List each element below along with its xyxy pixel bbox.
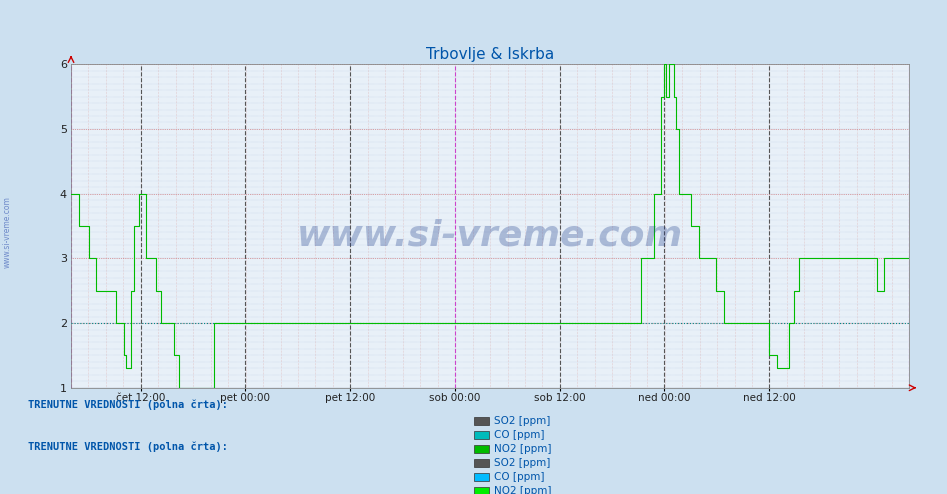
Text: TRENUTNE VREDNOSTI (polna črta):: TRENUTNE VREDNOSTI (polna črta): xyxy=(28,441,228,452)
Text: CO [ppm]: CO [ppm] xyxy=(494,430,545,440)
Text: www.si-vreme.com: www.si-vreme.com xyxy=(3,196,12,268)
Text: SO2 [ppm]: SO2 [ppm] xyxy=(494,458,551,468)
Text: CO [ppm]: CO [ppm] xyxy=(494,472,545,482)
Text: NO2 [ppm]: NO2 [ppm] xyxy=(494,486,552,494)
Text: SO2 [ppm]: SO2 [ppm] xyxy=(494,416,551,426)
Title: Trbovlje & Iskrba: Trbovlje & Iskrba xyxy=(426,46,554,62)
Text: NO2 [ppm]: NO2 [ppm] xyxy=(494,444,552,453)
Text: TRENUTNE VREDNOSTI (polna črta):: TRENUTNE VREDNOSTI (polna črta): xyxy=(28,399,228,410)
Text: www.si-vreme.com: www.si-vreme.com xyxy=(297,219,683,253)
